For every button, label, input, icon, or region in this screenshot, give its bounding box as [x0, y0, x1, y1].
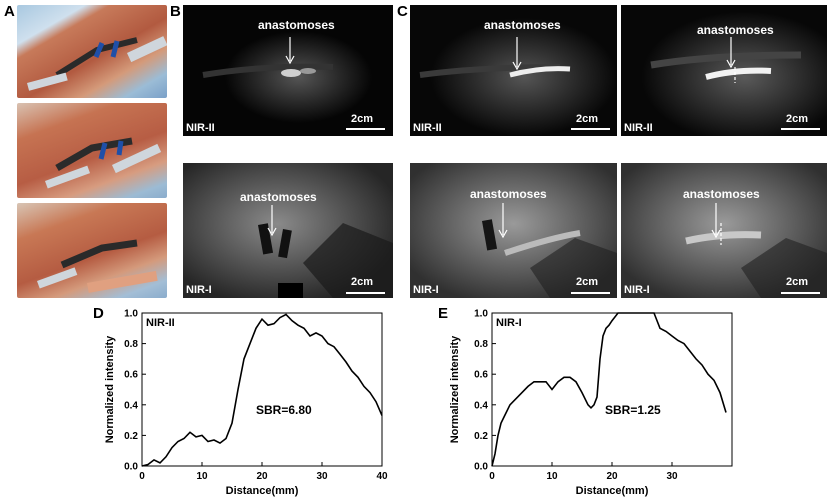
x-axis-label: Distance(mm) — [576, 485, 649, 497]
scale-bar-label: 2cm — [576, 276, 599, 288]
y-tick-label: 0.4 — [474, 400, 488, 411]
chart-e: 0 10 20 30 0.0 0.2 0.4 0.6 0.8 1.0 Distance(mm) Nor… — [445, 305, 745, 499]
x-tick-label: 30 — [316, 471, 328, 482]
panel-label-a: A — [4, 3, 15, 20]
plot-frame — [141, 312, 383, 467]
y-tick-label: 0.0 — [124, 462, 138, 473]
x-tick-label: 0 — [139, 471, 145, 482]
surgical-photo-1 — [17, 5, 167, 98]
inset-label: NIR-II — [146, 317, 175, 329]
chart-d: 0 10 20 30 40 0.0 0.2 0.4 0.6 0.8 1.0 Distance(mm) N… — [100, 305, 400, 499]
panel-label-e: E — [438, 305, 449, 322]
data-series-line — [141, 313, 383, 467]
y-tick-label: 0.6 — [474, 370, 488, 381]
modality-label: NIR-II — [186, 122, 215, 134]
scale-bar-label: 2cm — [576, 113, 599, 125]
nir1-image-b: anastomoses NIR-I 2cm — [183, 163, 393, 298]
nir2-image-c2: anastomoses NIR-II 2cm — [621, 5, 827, 136]
y-axis-label: Normalized intensity — [449, 335, 461, 443]
panel-label-c: C — [397, 3, 408, 20]
y-tick-label: 1.0 — [124, 309, 138, 320]
panel-label-d: D — [93, 305, 104, 322]
annotation-label: anastomoses — [470, 187, 547, 201]
y-tick-label: 0.2 — [124, 431, 138, 442]
annotation-label: anastomoses — [697, 23, 774, 37]
y-tick-label: 0.0 — [474, 462, 488, 473]
sbr-annotation: SBR=6.80 — [256, 403, 312, 417]
x-tick-label: 30 — [666, 471, 678, 482]
y-tick-label: 0.4 — [124, 400, 138, 411]
y-tick-label: 0.2 — [474, 431, 488, 442]
x-tick-label: 0 — [489, 471, 495, 482]
modality-label: NIR-I — [186, 284, 212, 296]
x-tick-label: 40 — [376, 471, 388, 482]
modality-label: NIR-I — [624, 284, 650, 296]
x-tick-label: 10 — [546, 471, 558, 482]
sbr-annotation: SBR=1.25 — [605, 403, 661, 417]
modality-label: NIR-I — [413, 284, 439, 296]
chart-d-svg: 0 10 20 30 40 0.0 0.2 0.4 0.6 0.8 1.0 Distance(mm) N… — [104, 309, 388, 498]
scale-bar-label: 2cm — [351, 276, 374, 288]
plot-frame — [491, 312, 733, 467]
nir2-image-c1: anastomoses NIR-II 2cm — [410, 5, 617, 136]
x-axis-label: Distance(mm) — [226, 485, 299, 497]
nir2-image-b: anastomoses NIR-II 2cm — [183, 5, 393, 136]
panel-label-b: B — [170, 3, 181, 20]
x-tick-label: 10 — [196, 471, 208, 482]
x-tick-label: 20 — [606, 471, 618, 482]
scale-bar-label: 2cm — [786, 113, 809, 125]
chart-e-svg: 0 10 20 30 0.0 0.2 0.4 0.6 0.8 1.0 Distance(mm) Nor… — [449, 309, 733, 497]
modality-label: NIR-II — [413, 122, 442, 134]
inset-label: NIR-I — [496, 317, 522, 329]
annotation-label: anastomoses — [240, 190, 317, 204]
scale-bar-label: 2cm — [351, 113, 374, 125]
x-tick-label: 20 — [256, 471, 268, 482]
surgical-photo-3 — [17, 203, 167, 298]
y-tick-label: 0.8 — [474, 339, 488, 350]
y-tick-label: 1.0 — [474, 309, 488, 320]
nir1-image-c2: anastomoses NIR-I 2cm — [621, 163, 827, 298]
annotation-label: anastomoses — [258, 18, 335, 32]
nir1-image-c1: anastomoses NIR-I 2cm — [410, 163, 617, 298]
annotation-label: anastomoses — [683, 187, 760, 201]
data-series-line — [491, 312, 727, 467]
y-axis-label: Normalized intensity — [104, 335, 116, 443]
y-tick-label: 0.8 — [124, 339, 138, 350]
modality-label: NIR-II — [624, 122, 653, 134]
annotation-label: anastomoses — [484, 18, 561, 32]
surgical-photo-2 — [17, 103, 167, 198]
scale-bar-label: 2cm — [786, 276, 809, 288]
y-tick-label: 0.6 — [124, 370, 138, 381]
